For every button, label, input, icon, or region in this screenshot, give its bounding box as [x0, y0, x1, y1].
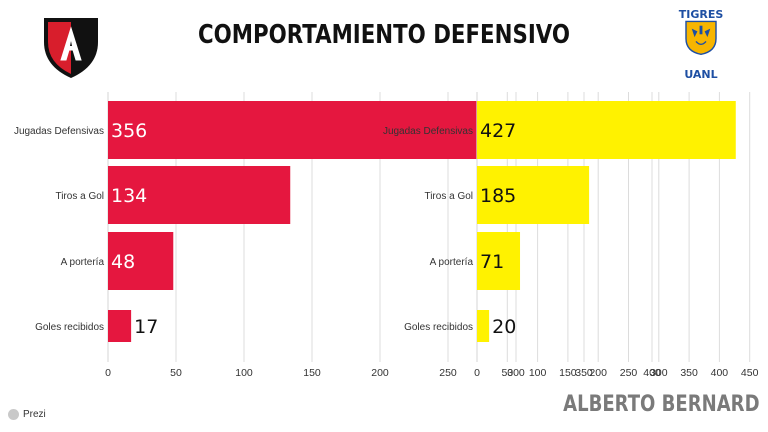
prezi-label: Prezi [23, 409, 46, 420]
atlas-tick-label: 300 [507, 367, 525, 379]
atlas-shield-logo [44, 18, 98, 78]
tigres-category-label: Tiros a Gol [424, 191, 473, 202]
tigres-tick-label: 100 [529, 367, 547, 379]
tigres-bar [477, 101, 736, 159]
tigres-data-label: 427 [480, 120, 516, 142]
atlas-tick-label: 200 [371, 367, 389, 379]
atlas-tick-label: 50 [170, 367, 182, 379]
tigres-bottom-text: UANL [684, 68, 718, 81]
tigres-tick-label: 200 [589, 367, 607, 379]
tigres-tick-label: 400 [711, 367, 729, 379]
tigres-category-label: Goles recibidos [404, 322, 473, 333]
atlas-tick-label: 250 [439, 367, 457, 379]
tigres-tick-label: 250 [620, 367, 638, 379]
prezi-icon [8, 409, 19, 420]
atlas-bar [108, 166, 291, 224]
atlas-tick-label: 150 [303, 367, 321, 379]
tigres-bar [477, 166, 590, 224]
tigres-uanl-logo [685, 20, 717, 56]
tigres-category-label: Jugadas Defensivas [383, 126, 473, 137]
tigres-tick-label: 350 [680, 367, 698, 379]
page-title: COMPORTAMIENTO DEFENSIVO [198, 20, 570, 50]
atlas-data-label: 356 [111, 120, 147, 142]
atlas-bar [108, 232, 174, 290]
tigres-data-label: 185 [480, 185, 516, 207]
tigres-tick-label: 0 [474, 367, 480, 379]
atlas-category-label: Goles recibidos [35, 322, 104, 333]
tigres-category-label: A portería [430, 257, 474, 268]
atlas-tick-label: 0 [105, 367, 111, 379]
atlas-category-label: Jugadas Defensivas [14, 126, 104, 137]
atlas-category-label: Tiros a Gol [55, 191, 104, 202]
tigres-tick-label: 150 [559, 367, 577, 379]
atlas-data-label: 134 [111, 185, 147, 207]
tigres-tick-label: 50 [501, 367, 513, 379]
atlas-bar [108, 310, 132, 342]
tigres-tick-label: 450 [741, 367, 759, 379]
prezi-watermark: Prezi [8, 409, 46, 420]
atlas-tick-label: 350 [575, 367, 593, 379]
atlas-tick-label: 400 [643, 367, 661, 379]
atlas-data-label: 48 [111, 251, 135, 273]
atlas-data-label: 17 [134, 316, 158, 338]
atlas-category-label: A portería [61, 257, 105, 268]
tigres-bar [477, 232, 521, 290]
tigres-top-text: TIGRES [678, 8, 724, 21]
tigres-data-label: 71 [480, 251, 504, 273]
author-credit: ALBERTO BERNARD [563, 392, 760, 417]
tigres-bar [477, 310, 490, 342]
tigres-data-label: 20 [492, 316, 516, 338]
tigres-tick-label: 300 [650, 367, 668, 379]
atlas-tick-label: 100 [235, 367, 253, 379]
